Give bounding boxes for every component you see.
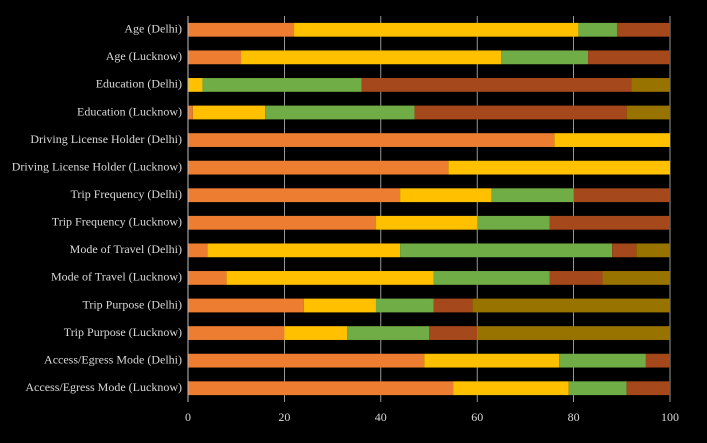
y-tick-label: Mode of Travel (Delhi): [70, 242, 182, 256]
y-tick-label: Education (Lucknow): [77, 104, 182, 118]
y-tick-label: Trip Frequency (Delhi): [70, 187, 182, 201]
y-tick-label: Trip Purpose (Lucknow): [64, 325, 182, 339]
bar-segment: [188, 243, 208, 258]
x-tick-label: 0: [185, 410, 191, 424]
x-tick-label: 80: [568, 410, 580, 424]
y-tick-label: Driving License Holder (Delhi): [30, 132, 182, 146]
bar-segment: [588, 50, 670, 65]
bar-segment: [429, 326, 478, 340]
bar-segment: [188, 381, 454, 396]
bar-segment: [284, 326, 348, 340]
bar-segment: [612, 243, 637, 258]
bar-segment: [188, 133, 555, 147]
bar-segment: [188, 298, 304, 313]
y-tick-label: Education (Delhi): [96, 77, 182, 91]
bar-segment: [188, 78, 203, 92]
bar-segment: [188, 50, 242, 65]
y-tick-label: Trip Frequency (Lucknow): [52, 215, 182, 229]
bar-segment: [453, 381, 569, 396]
bar-segment: [303, 298, 376, 313]
bar-segment: [645, 353, 670, 368]
bar-segment: [226, 271, 434, 285]
bar-segment: [573, 188, 670, 203]
bar-segment: [559, 353, 646, 368]
bar-segment: [361, 78, 632, 92]
bar-segment: [491, 188, 574, 203]
bar-segment: [602, 271, 670, 285]
y-tick-label: Age (Delhi): [124, 22, 182, 36]
bar-segment: [188, 188, 401, 203]
x-tick-label: 60: [471, 410, 483, 424]
y-tick-label: Access/Egress Mode (Lucknow): [25, 380, 182, 394]
bar-segment: [472, 298, 670, 313]
y-tick-label: Trip Purpose (Delhi): [82, 297, 182, 311]
x-tick-label: 20: [278, 410, 290, 424]
bar-segment: [294, 22, 579, 37]
bar-segment: [626, 381, 670, 396]
y-tick-label: Driving License Holder (Lucknow): [12, 159, 182, 173]
bar-segment: [188, 353, 425, 368]
bar-segment: [616, 22, 670, 37]
bar-segment: [375, 298, 434, 313]
y-tick-label: Age (Lucknow): [106, 49, 182, 63]
bar-segment: [192, 105, 266, 120]
bar-segment: [400, 188, 492, 203]
bar-segment: [626, 105, 670, 120]
bar-segment: [578, 22, 617, 37]
bar-segment: [477, 215, 550, 230]
x-tick-label: 100: [661, 410, 679, 424]
bar-segment: [188, 271, 227, 285]
bar-segment: [265, 105, 415, 120]
bar-segment: [433, 271, 550, 285]
bar-segment: [424, 353, 560, 368]
bar-segment: [477, 326, 670, 340]
bar-segment: [241, 50, 502, 65]
bar-segment: [400, 243, 613, 258]
bar-segment: [549, 271, 603, 285]
y-tick-label: Mode of Travel (Lucknow): [51, 270, 182, 284]
bar-segment: [631, 78, 670, 92]
bar-segment: [448, 160, 670, 175]
bar-segment: [554, 133, 670, 147]
bar-segment: [501, 50, 589, 65]
bar-segment: [188, 160, 449, 175]
bar-segment: [207, 243, 401, 258]
bar-segment: [375, 215, 478, 230]
bar-segment: [414, 105, 627, 120]
y-tick-label: Access/Egress Mode (Delhi): [44, 352, 182, 366]
x-tick-label: 40: [375, 410, 387, 424]
bar-segment: [636, 243, 670, 258]
bar-segment: [568, 381, 627, 396]
bar-segment: [188, 105, 193, 120]
bar-segment: [347, 326, 429, 340]
bar-segment: [188, 326, 285, 340]
bar-segment: [202, 78, 362, 92]
bar-segment: [188, 22, 295, 37]
bar-segment: [549, 215, 670, 230]
bar-segment: [433, 298, 473, 313]
bar-segment: [188, 215, 376, 230]
